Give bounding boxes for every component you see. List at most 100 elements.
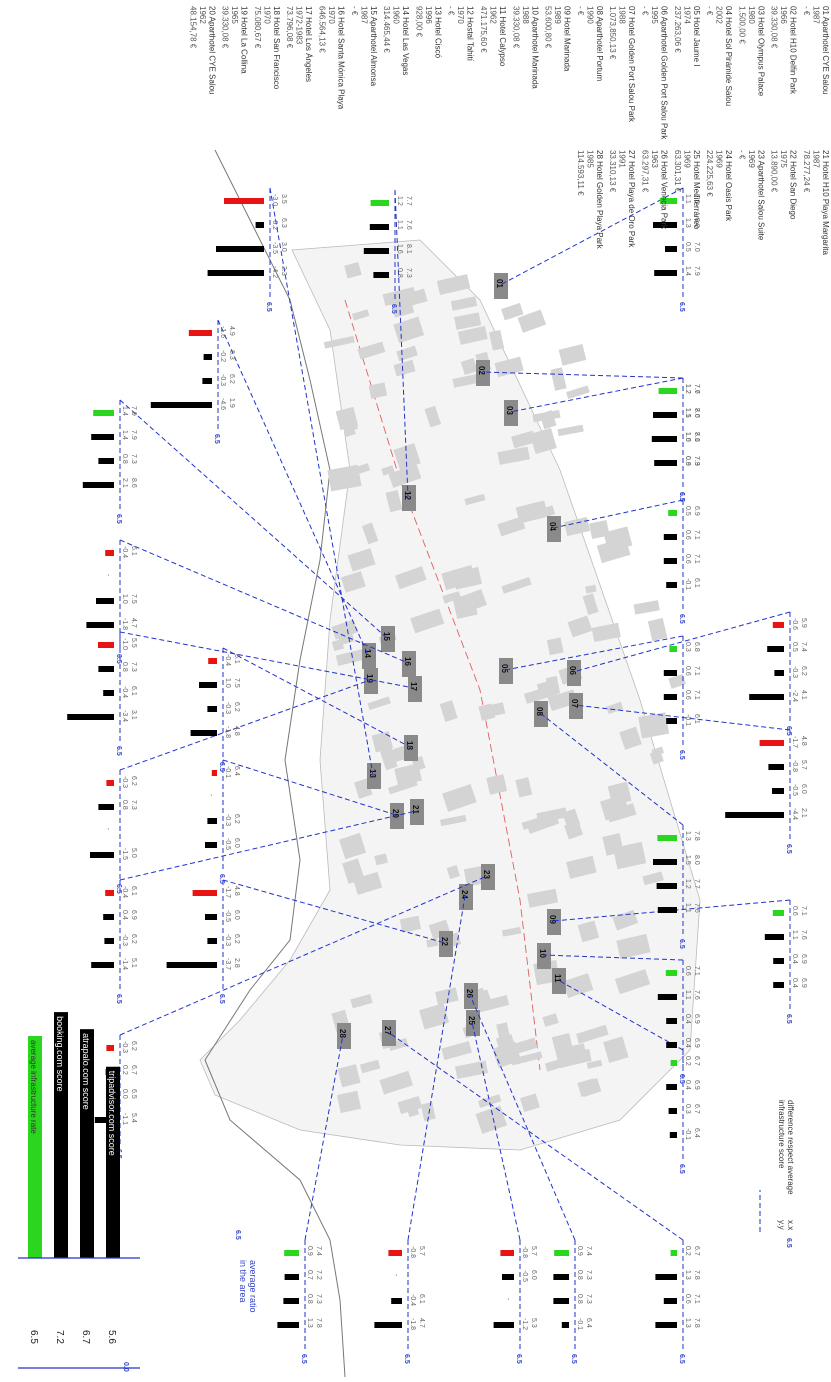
- city-block: [340, 571, 366, 593]
- diff-label: 0.6: [684, 530, 691, 540]
- score-label: 6.0: [800, 784, 807, 794]
- chart-hotel-03: 6.51.2 7.61.5 8.01.5 7.00.6 7.9: [653, 378, 700, 502]
- diff-label: 0.0: [121, 1089, 128, 1099]
- hotel-list-entry: 18 Hotel San Francisco: [272, 6, 281, 90]
- diff-label: 0.8: [121, 800, 128, 810]
- score-label: 3.5: [280, 194, 287, 204]
- key-score-title: infrastructure score: [777, 1100, 786, 1169]
- city-block: [347, 548, 376, 572]
- infrastructure-bar: [759, 740, 784, 746]
- hotel-list-entry: 1965: [230, 6, 239, 24]
- score-label: 7.0: [693, 242, 700, 252]
- key-baseline: 6.5: [785, 1238, 792, 1248]
- legend-in-area: in the area: [238, 1260, 248, 1303]
- score-label: 6.1: [130, 686, 137, 696]
- city-block: [526, 888, 559, 908]
- link-line-12: [394, 189, 409, 498]
- diff-label: 0.9: [306, 1246, 313, 1256]
- score-label: 7.7: [693, 384, 700, 394]
- score-label: 2.1: [800, 808, 807, 818]
- hotel-id-18: 18: [405, 741, 414, 750]
- score-label: 5.5: [130, 638, 137, 648]
- chart-hotel-25: 6.5 -0.8 5.7 -0.5 6.0 - -1.2 5.3: [493, 1240, 537, 1364]
- score-bar: [391, 1298, 402, 1304]
- score-label: 5.4: [130, 1113, 137, 1123]
- score-bar: [651, 436, 677, 442]
- chart-hotel-20: 6.5-0.1 6.4--0.3 6.2-0.5 6.0: [205, 760, 240, 884]
- link-line-25: [471, 1021, 521, 1241]
- diff-label: 0.2: [684, 1056, 691, 1066]
- score-bar: [103, 914, 114, 920]
- city-block: [614, 969, 651, 995]
- score-label: 7.8: [693, 1318, 700, 1328]
- score-label: 7.3: [130, 800, 137, 810]
- city-block: [567, 615, 593, 638]
- baseline-label: 6.5: [678, 1354, 685, 1364]
- city-block: [619, 726, 642, 750]
- baseline-label: 6.5: [218, 994, 225, 1004]
- diff-label: 0.6: [791, 906, 798, 916]
- chart-hotel-19: 6.5 -0.3 6.2 0.8 7.3 - -1.5 5.0: [90, 770, 137, 894]
- infrastructure-bar: [657, 835, 677, 841]
- hotel-list-entry: 20 Aparthotel CYE Salou: [207, 6, 216, 95]
- score-label: 6.9: [130, 910, 137, 920]
- hotel-building-03: [504, 400, 518, 426]
- chart-hotel-01: 6.5 1.1 7.6 1.3 8.0 0.5 7.0 1.4 7.9: [653, 188, 700, 312]
- diff-label: -4.2: [271, 266, 278, 278]
- score-bar: [666, 1018, 677, 1024]
- city-block: [452, 373, 484, 388]
- diff-label: 0.8: [121, 662, 128, 672]
- link-lines: [119, 187, 791, 1241]
- diff-label: -0.5: [791, 784, 798, 796]
- coastline: [204, 149, 346, 1378]
- link-line-08: [539, 712, 684, 826]
- legend: average infrastructure rate 6.5 booking.co…: [18, 1012, 795, 1372]
- hotel-list-entry: 15 Aparthotel Almonsa: [369, 6, 378, 87]
- score-label: 4.7: [418, 1318, 425, 1328]
- diff-label: 1.2: [396, 196, 403, 206]
- hotel-building-19: [364, 668, 378, 694]
- city-block: [404, 1097, 420, 1118]
- diff-label: 1.5: [684, 855, 691, 865]
- score-bar: [767, 646, 784, 652]
- diff-label: -1.1: [121, 1113, 128, 1125]
- score-label: 5.3: [530, 1318, 537, 1328]
- score-bar: [203, 354, 212, 360]
- score-bar: [94, 1117, 114, 1123]
- hotel-list-entry: 39.330,08 €: [511, 6, 520, 49]
- score-label: 7.8: [315, 1318, 322, 1328]
- score-label: 6.2: [130, 1041, 137, 1051]
- hotel-id-17: 17: [409, 682, 418, 691]
- diff-label: 0.6: [684, 554, 691, 564]
- score-bar: [373, 272, 389, 278]
- hotel-list-entry: 1995: [650, 6, 659, 24]
- score-label: 3.1: [130, 710, 137, 720]
- link-line-21: [119, 810, 417, 881]
- diff-label: 0.3: [684, 1104, 691, 1114]
- link-line-24: [407, 895, 466, 1241]
- hotel-building-04: [547, 516, 561, 542]
- score-label: 6.2: [228, 374, 235, 384]
- score-label: 6.9: [693, 1038, 700, 1048]
- hotel-list-entry: 39.330,08 €: [221, 6, 230, 49]
- infrastructure-bar: [388, 1250, 402, 1256]
- link-line-23: [119, 875, 488, 1036]
- city-block: [442, 591, 461, 604]
- score-bar: [202, 378, 212, 384]
- chart-hotel-10: 6.50.6 7.11.1 7.60.4 6.90.4 6.9: [657, 960, 700, 1084]
- city-block: [344, 262, 362, 279]
- hotel-id-15: 15: [382, 632, 391, 641]
- city-block: [394, 566, 427, 590]
- hotel-building-10: [537, 943, 551, 969]
- hotel-list-entry: 1996: [424, 6, 433, 24]
- baseline-label: 6.5: [403, 1354, 410, 1364]
- legend-value: 6.5: [28, 1330, 39, 1344]
- diff-label: -0.8: [521, 1246, 528, 1258]
- score-bar: [190, 730, 217, 736]
- infrastructure-bar: [224, 198, 264, 204]
- link-line-06: [572, 611, 791, 673]
- city-block: [442, 783, 477, 812]
- score-bar: [654, 270, 677, 276]
- city-block: [454, 1060, 489, 1079]
- hotel-list-entry: 1963: [650, 150, 659, 168]
